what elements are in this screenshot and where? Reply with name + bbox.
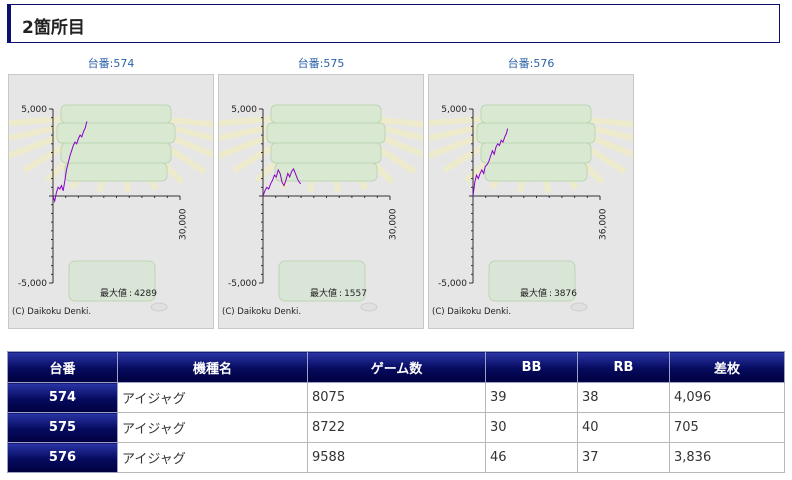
background-tray (480, 142, 592, 164)
background-tray (60, 142, 172, 164)
series-line (262, 167, 302, 197)
max-value-label: 最大値:1557 (310, 289, 367, 299)
background-tray (270, 142, 382, 164)
y-tick-label: 5,000 (21, 105, 47, 115)
diff-cell: 3,836 (669, 442, 785, 473)
copyright-text: (C) Daikoku Denki. (12, 307, 92, 317)
x-tick-label: 36,000 (599, 208, 609, 240)
background-box (488, 260, 576, 302)
background-illustration (219, 104, 423, 312)
background-tray (484, 162, 588, 182)
series-line (472, 128, 509, 197)
results-table: 台番 機種名 ゲーム数 BB RB 差枚 574 アイジャグ 8075 39 3… (7, 351, 785, 473)
chart-box: 5,000 -5,000 30,000 最大値:1557 (C) Daikoku D… (218, 74, 424, 329)
machine-number-cell: 574 (7, 382, 118, 413)
chart-caption: 台番:574 (87, 57, 135, 70)
background-tray (274, 162, 378, 182)
max-value-label: 最大値:3876 (520, 289, 577, 299)
max-label-text: 最大値 (310, 289, 338, 299)
table-row: 576 アイジャグ 9588 46 37 3,836 (7, 442, 785, 473)
background-tray (266, 122, 386, 144)
diff-cell: 4,096 (669, 382, 785, 413)
chart-box: 5,000 -5,000 30,000 最大値:4289 (C) Daikoku D… (8, 74, 214, 329)
column-header-machine-no: 台番 (7, 351, 118, 383)
games-cell: 8722 (307, 412, 486, 443)
model-name-cell: アイジャグ (117, 382, 308, 413)
rb-cell: 38 (577, 382, 670, 413)
y-tick-label: -5,000 (228, 279, 257, 289)
games-cell: 9588 (307, 442, 486, 473)
table-row: 575 アイジャグ 8722 30 40 705 (7, 412, 785, 443)
section-header: 2箇所目 (7, 4, 780, 43)
background-illustration (9, 104, 213, 312)
y-tick-label: -5,000 (18, 279, 47, 289)
background-box (278, 260, 366, 302)
y-tick-label: -5,000 (438, 279, 467, 289)
background-tray (60, 104, 172, 124)
background-tray (64, 162, 168, 182)
bb-cell: 39 (485, 382, 578, 413)
column-header-games: ゲーム数 (307, 351, 486, 383)
y-tick-label: 5,000 (441, 105, 467, 115)
y-tick-label: 5,000 (231, 105, 257, 115)
slump-graph: 5,000 -5,000 30,000 (219, 104, 423, 312)
table-row: 574 アイジャグ 8075 39 38 4,096 (7, 382, 785, 413)
copyright-text: (C) Daikoku Denki. (432, 307, 512, 317)
chart-box: 5,000 -5,000 36,000 最大値:3876 (C) Daikoku D… (428, 74, 634, 329)
column-header-model-name: 機種名 (117, 351, 308, 383)
machine-number-cell: 575 (7, 412, 118, 443)
column-header-rb: RB (577, 351, 670, 383)
background-tray (56, 122, 176, 144)
slump-graph: 5,000 -5,000 36,000 (429, 104, 633, 312)
x-tick-label: 30,000 (179, 208, 189, 240)
model-name-cell: アイジャグ (117, 412, 308, 443)
copyright-text: (C) Daikoku Denki. (222, 307, 302, 317)
max-value: 1557 (344, 289, 367, 299)
background-tray (270, 104, 382, 124)
bb-cell: 46 (485, 442, 578, 473)
max-label-text: 最大値 (100, 289, 128, 299)
model-name-cell: アイジャグ (117, 442, 308, 473)
rb-cell: 40 (577, 412, 670, 443)
background-tray (480, 104, 592, 124)
column-header-bb: BB (485, 351, 578, 383)
games-cell: 8075 (307, 382, 486, 413)
series-line (52, 121, 88, 204)
table-header-row: 台番 機種名 ゲーム数 BB RB 差枚 (7, 351, 785, 383)
max-value: 3876 (554, 289, 577, 299)
x-tick-label: 30,000 (389, 208, 399, 240)
slump-graph: 5,000 -5,000 30,000 (9, 104, 213, 312)
machine-number-cell: 576 (7, 442, 118, 473)
chart-panel-574: 台番:574 5,000 -5,000 30,000 最大値:4289 (C) Da… (8, 57, 214, 329)
background-box (68, 260, 156, 302)
max-value: 4289 (134, 289, 157, 299)
chart-panel-576: 台番:576 5,000 -5,000 36,000 最大値:3876 (C) Da… (428, 57, 634, 329)
background-coin (570, 302, 588, 312)
background-tray (476, 122, 596, 144)
max-value-label: 最大値:4289 (100, 289, 157, 299)
bb-cell: 30 (485, 412, 578, 443)
rb-cell: 37 (577, 442, 670, 473)
chart-caption: 台番:576 (507, 57, 555, 70)
background-coin (150, 302, 168, 312)
column-header-diff: 差枚 (669, 351, 785, 383)
chart-caption: 台番:575 (297, 57, 345, 70)
max-label-text: 最大値 (520, 289, 548, 299)
diff-cell: 705 (669, 412, 785, 443)
chart-panel-575: 台番:575 5,000 -5,000 30,000 最大値:1557 (C) Da… (218, 57, 424, 329)
page-title: 2箇所目 (22, 18, 85, 38)
background-illustration (429, 104, 633, 312)
background-coin (360, 302, 378, 312)
